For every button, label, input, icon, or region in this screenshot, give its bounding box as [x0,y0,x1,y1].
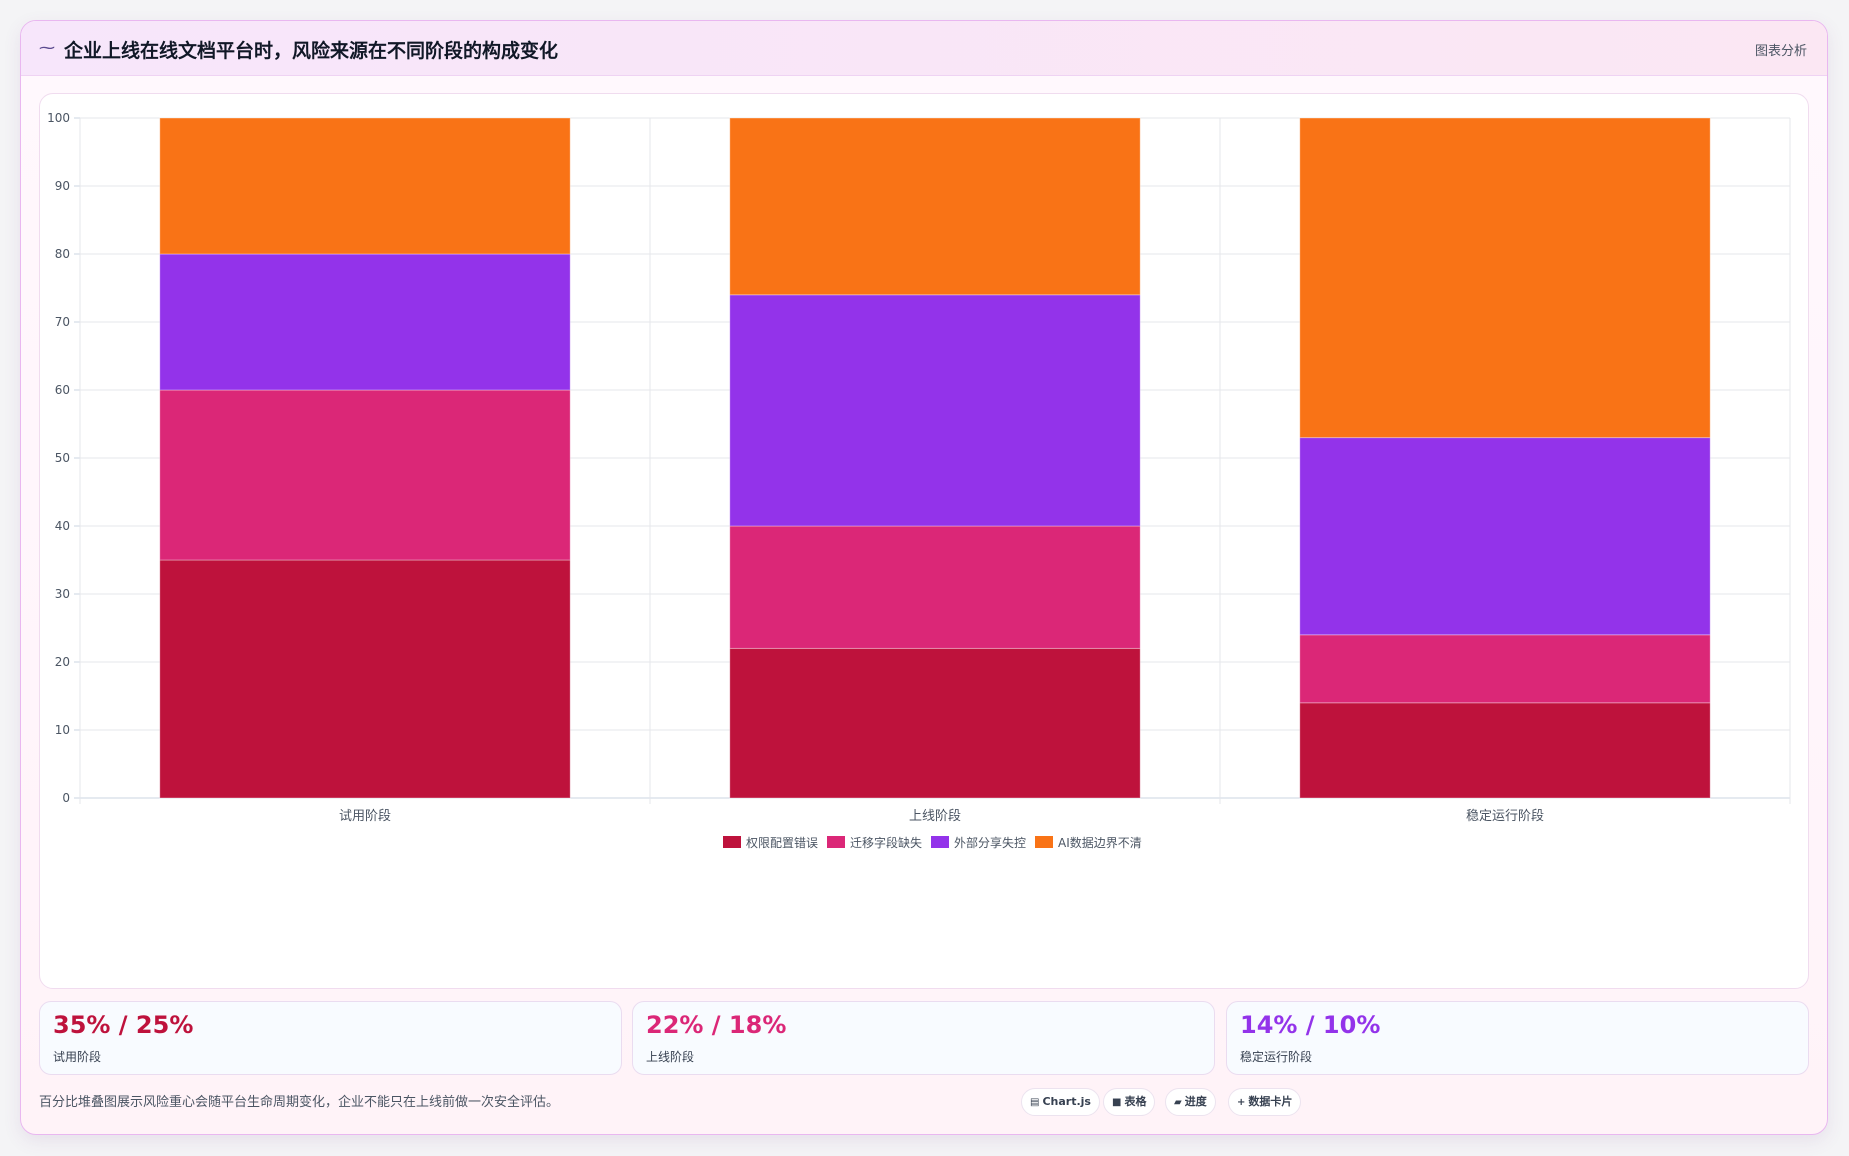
chip-label: 表格 [1124,1095,1147,1108]
stat-value: 22% / 18% [646,1011,787,1039]
bar-segment [1299,702,1711,799]
bar-segment [729,647,1141,799]
legend-swatch [1035,836,1053,848]
y-tick-label: 0 [62,791,70,805]
chart-card: ⁓ 企业上线在线文档平台时，风险来源在不同阶段的构成变化 图表分析 0 10 20 3… [20,20,1828,1135]
legend-label: 外部分享失控 [954,835,1026,850]
bar-segment [1299,117,1711,439]
legend-label: 权限配置错误 [746,836,818,850]
progress-icon: ▰ [1174,1097,1182,1108]
y-tick-label: 40 [55,519,70,533]
legend-swatch [827,836,845,848]
stat-value: 35% / 25% [53,1011,194,1039]
y-tick-label: 60 [55,383,70,397]
legend-label: AI数据边界不清 [1058,835,1142,850]
x-tick-label: 上线阶段 [909,809,961,824]
legend-label: 迁移字段缺失 [850,835,922,850]
bar-segment [729,525,1141,649]
bar-segment [159,559,571,799]
stat-value: 14% / 10% [1240,1011,1381,1039]
stat-label: 上线阶段 [646,1050,695,1064]
stat-label: 试用阶段 [53,1050,102,1064]
bar-segment [729,294,1141,527]
bar-segment [159,253,571,391]
bar-segment [729,117,1141,296]
chip-table[interactable]: ■ 表格 [1103,1088,1156,1116]
stat-card-trial: 35% / 25% 试用阶段 [39,1001,622,1075]
bar-segment [1299,634,1711,704]
legend-swatch [723,836,741,848]
chip-progress[interactable]: ▰ 进度 [1165,1088,1216,1116]
y-tick-label: 90 [55,179,70,193]
chart-title: 企业上线在线文档平台时，风险来源在不同阶段的构成变化 [64,40,559,62]
chart-container: 0 10 20 30 40 50 60 70 80 90 100 试用阶段 上线阶段 稳定运行阶段权限配置… [39,93,1809,989]
stat-card-launch: 22% / 18% 上线阶段 [632,1001,1215,1075]
chip-data-card[interactable]: + 数据卡片 [1228,1088,1302,1116]
chip-label: 进度 [1184,1095,1207,1108]
x-tick-label: 试用阶段 [339,809,391,824]
stacked-bar-chart: 0 10 20 30 40 50 60 70 80 90 100 试用阶段 上线阶段 稳定运行阶段权限配置… [47,111,1791,850]
chart-icon: ▤ [1030,1097,1040,1108]
stat-cards: 35% / 25% 试用阶段 22% / 18% 上线阶段 14% / 10% … [39,1001,1809,1075]
y-tick-label: 10 [55,723,70,737]
table-icon: ■ [1112,1097,1122,1108]
x-tick-label: 稳定运行阶段 [1466,808,1544,824]
y-tick-label: 30 [55,587,70,601]
bar-segment [159,117,571,255]
footnote: 百分比堆叠图展示风险重心会随平台生命周期变化，企业不能只在上线前做一次安全评估。 [39,1095,560,1110]
y-tick-label: 20 [55,655,70,669]
chip-label: Chart.js [1042,1095,1091,1108]
y-tick-label: 70 [55,315,70,329]
chart-analysis-tag[interactable]: 图表分析 [1754,44,1807,59]
chip-label: 数据卡片 [1248,1095,1293,1108]
card-header: ⁓ 企业上线在线文档平台时，风险来源在不同阶段的构成变化 图表分析 [21,21,1827,76]
sparkle-icon: ⁓ [39,38,55,57]
chip-chartjs[interactable]: ▤ Chart.js [1021,1088,1100,1116]
card-icon: + [1237,1097,1246,1108]
stat-card-stable: 14% / 10% 稳定运行阶段 [1226,1001,1809,1075]
bar-segment [159,389,571,561]
y-tick-label: 100 [47,111,70,125]
stat-label: 稳定运行阶段 [1240,1050,1313,1064]
legend-swatch [931,836,949,848]
y-tick-label: 80 [55,247,70,261]
y-tick-label: 50 [55,451,70,465]
bar-segment [1299,437,1711,636]
